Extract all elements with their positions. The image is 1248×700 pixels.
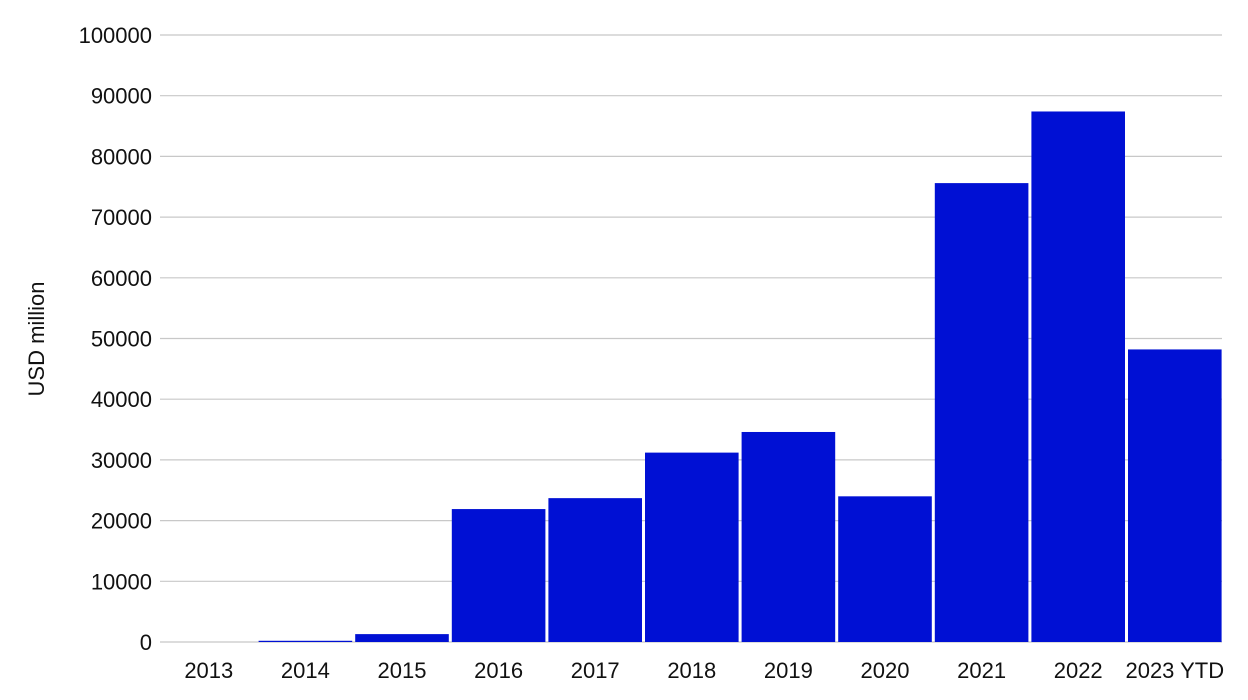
x-tick-label: 2022 — [1054, 658, 1103, 683]
x-tick-label: 2015 — [378, 658, 427, 683]
bar-2016 — [451, 509, 546, 642]
y-tick-label: 30000 — [91, 448, 152, 473]
y-tick-label: 70000 — [91, 205, 152, 230]
bar-2019 — [741, 431, 836, 642]
x-tick-labels: 2013 2014 2015 2016 2017 2018 2019 2020 2021 2022… — [184, 658, 1224, 683]
bar-2023-ytd — [1128, 349, 1222, 642]
x-tick-label: 2020 — [861, 658, 910, 683]
x-tick-label: 2016 — [474, 658, 523, 683]
bar-2018 — [645, 452, 739, 642]
x-tick-label: 2021 — [957, 658, 1006, 683]
y-tick-label: 90000 — [91, 84, 152, 109]
y-tick-label: 100000 — [79, 23, 152, 48]
x-tick-label: 2017 — [571, 658, 620, 683]
y-tick-label: 50000 — [91, 327, 152, 352]
bars — [258, 111, 1222, 643]
bar-2022 — [1031, 111, 1125, 643]
bar-2017 — [548, 498, 642, 642]
x-tick-label: 2013 — [184, 658, 233, 683]
bar-2015 — [355, 634, 449, 642]
bar-2021 — [934, 183, 1029, 642]
y-tick-label: 0 — [140, 630, 152, 655]
y-tick-label: 80000 — [91, 144, 152, 169]
x-tick-label: 2018 — [667, 658, 716, 683]
x-tick-label: 2019 — [764, 658, 813, 683]
y-tick-label: 10000 — [91, 569, 152, 594]
y-tick-label: 20000 — [91, 509, 152, 534]
bar-2020 — [838, 496, 932, 642]
x-tick-label: 2014 — [281, 658, 330, 683]
y-tick-labels: 0 10000 20000 30000 40000 50000 60000 70000 8000… — [79, 23, 152, 655]
x-tick-label: 2023 YTD — [1125, 658, 1224, 683]
y-tick-label: 60000 — [91, 266, 152, 291]
bar-2014 — [258, 640, 353, 642]
y-tick-label: 40000 — [91, 387, 152, 412]
gridlines — [160, 34, 1222, 643]
y-axis-title: USD million — [24, 282, 49, 397]
